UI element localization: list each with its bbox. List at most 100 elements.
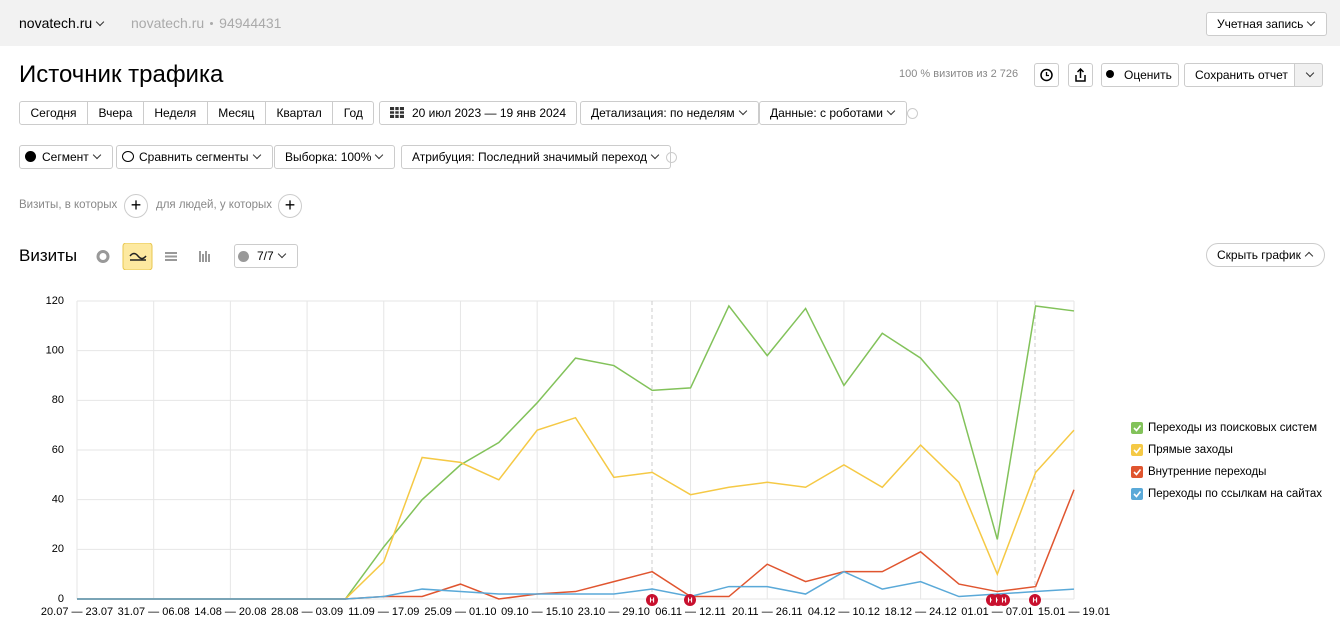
period-button[interactable]: Квартал [265,101,334,125]
site: novatech.ru [19,15,93,31]
export-button[interactable] [1068,63,1093,87]
save: Сохранить отчет [1195,68,1288,82]
legend-checkbox [1131,444,1143,456]
y-tick-label: 100 [46,345,64,357]
x-tick-label: 04.12 — 10.12 [808,606,880,618]
account: Учетная запись [1217,17,1304,31]
period-button[interactable]: Месяц [207,101,266,125]
data-filter-button[interactable]: Данные: с роботами [759,101,907,125]
legend-checkbox [1131,466,1143,478]
period-button[interactable]: Неделя [143,101,208,125]
series-line [77,570,1075,600]
annotation-marker [998,594,1010,606]
chart-type-switch[interactable] [92,243,222,270]
legend-check [1133,469,1142,476]
annotation-marker [646,594,658,606]
x-tick-label: 25.09 — 01.10 [424,606,496,618]
x-tick-label: 20.07 — 23.07 [41,606,113,618]
x-tick-label: 01.01 — 07.01 [961,606,1033,618]
detail: Детализация: по неделям [591,106,735,120]
annotation-label: Н [989,597,994,604]
add-filter[interactable]: + [278,194,302,218]
hide-chart: Скрыть график [1217,248,1301,262]
segment-icon [25,151,36,162]
legend-item[interactable]: Внутренние переходы [1131,466,1266,478]
y-tick-label: 80 [52,394,64,406]
legend-label: Переходы по ссылкам на сайтах [1148,488,1322,500]
annotation-label: Н [1032,597,1037,604]
annotation-label: Н [1001,597,1006,604]
legend-check [1133,491,1142,498]
export-icon [1075,67,1086,82]
x-tick-label: 09.10 — 15.10 [501,606,573,618]
attribution: Атрибуция: Последний значимый переход [412,150,647,164]
segment-button[interactable]: Сегмент [19,145,113,169]
y-tick-label: 60 [52,444,64,456]
legend-item[interactable]: Переходы по ссылкам на сайтах [1131,488,1322,500]
y-tick-label: 20 [52,543,64,555]
help-icon[interactable] [666,152,677,163]
sample: Выборка: 100% [285,150,372,164]
save-button[interactable]: Сохранить отчет [1184,63,1299,87]
x-tick-label: 11.09 — 17.09 [348,606,419,618]
annotation-marker [684,594,696,606]
detail-button[interactable]: Детализация: по неделям [580,101,759,125]
page-title: Источник трафика [19,61,224,88]
date-range-button[interactable]: 20 июл 2023 — 19 янв 2024 [379,101,578,125]
history-button[interactable] [1034,63,1059,87]
breadcrumb: novatech.ru 94944431 [131,15,281,31]
x-tick-label: 06.11 — 12.11 [655,606,726,618]
hide-chart-button[interactable]: Скрыть график [1206,243,1325,267]
legend-checkbox [1131,422,1143,434]
x-tick-label: 18.12 — 24.12 [885,606,957,618]
period-group: Сегодня Вчера Неделя Месяц Квартал Год [19,101,375,125]
counter-id: 94944431 [219,15,282,31]
x-tick-label: 28.08 — 03.09 [271,606,343,618]
help-icon[interactable] [907,108,918,119]
legend-checkbox [1131,488,1143,500]
sample-button[interactable]: Выборка: 100% [274,145,396,169]
legend-item[interactable]: Переходы из поисковых систем [1131,422,1317,434]
x-tick-label: 23.10 — 29.10 [578,606,650,618]
summary: 100 % визитов из 2 726 [899,68,1019,80]
compare-button[interactable]: Сравнить сегменты [116,145,273,169]
save-menu[interactable] [1294,63,1323,87]
account-button[interactable]: Учетная запись [1206,12,1328,36]
series-count-button[interactable]: 7/7 [234,244,298,268]
legend-label: Прямые заходы [1148,444,1233,456]
chart: 0 20 40 60 80 100 120 20.07 — 23.07 31.07 — 06.0… [41,295,1322,618]
rate-button[interactable]: Оценить [1101,63,1179,87]
compare-icon [122,151,134,162]
attribution-button[interactable]: Атрибуция: Последний значимый переход [401,145,671,169]
y-tick-label: 0 [58,593,64,605]
series-count: 7/7 [257,249,274,263]
filter-visits: Визиты, в которых [19,199,118,211]
legend-check [1133,425,1142,432]
x-tick-label: 14.08 — 20.08 [194,606,266,618]
clock-icon [1040,68,1053,82]
segment: Сегмент [42,150,89,164]
compare: Сравнить сегменты [139,150,249,164]
chart-title: Визиты [19,246,78,265]
period-button[interactable]: Сегодня [19,101,88,125]
legend-check [1133,447,1142,454]
period-button[interactable]: Год [333,101,375,125]
period-button[interactable]: Вчера [88,101,144,125]
breadcrumb-site: novatech.ru [131,15,205,31]
series-line [77,416,1075,600]
rate-icon [1106,70,1114,78]
legend-item[interactable]: Прямые заходы [1131,444,1233,456]
data-filter: Данные: с роботами [770,106,883,120]
site-select[interactable]: novatech.ru [19,15,105,31]
series-icon [238,251,249,262]
calendar-icon [390,107,404,118]
annotation-label: Н [649,597,654,604]
separator [210,22,214,25]
rate: Оценить [1124,68,1172,82]
add-filter[interactable]: + [124,194,148,218]
annotation-marker [1029,594,1041,606]
x-tick-label: 15.01 — 19.01 [1038,606,1110,618]
date-range: 20 июл 2023 — 19 янв 2024 [412,106,567,120]
y-tick-label: 40 [52,494,64,506]
annotation-label: Н [995,597,1000,604]
